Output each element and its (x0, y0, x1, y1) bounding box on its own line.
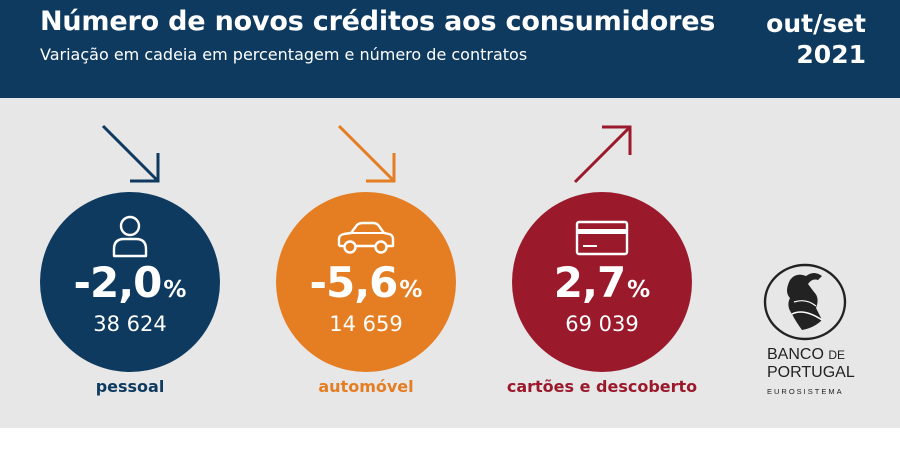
credit-card-icon (575, 220, 629, 256)
trend-down-arrow-icon (101, 124, 160, 183)
bank-name-eurosistema: EUROSISTEMA (767, 387, 844, 396)
percent-value: -2,0 (73, 258, 163, 307)
bank-name-banco: BANCO (767, 346, 824, 363)
bank-name: BANCO DE PORTUGAL EUROSISTEMA (767, 346, 855, 401)
percent-value: 2,7 (553, 258, 626, 307)
page-subtitle: Variação em cadeia em percentagem e núme… (40, 45, 528, 64)
page-title: Número de novos créditos aos consumidore… (40, 6, 716, 37)
category-label: pessoal (95, 377, 165, 396)
percent-value: -5,6 (309, 258, 399, 307)
bank-name-de: DE (828, 348, 846, 362)
indicator-automovel: -5,6% 14 659 (276, 192, 456, 372)
percent-unit: % (399, 277, 423, 303)
percent-change: 2,7% (512, 258, 692, 315)
person-icon (112, 215, 148, 258)
bank-name-portugal: PORTUGAL (767, 364, 855, 381)
contract-count: 69 039 (565, 312, 639, 336)
percent-unit: % (163, 277, 187, 303)
percent-change: -5,6% (276, 258, 456, 315)
banco-de-portugal-logo-icon (763, 263, 847, 341)
contract-count: 38 624 (93, 312, 167, 336)
period-label: out/set 2021 (766, 8, 866, 70)
category-label: automóvel (318, 377, 414, 396)
trend-up-arrow-icon (573, 125, 632, 184)
percent-change: -2,0% (40, 258, 220, 315)
contract-count: 14 659 (329, 312, 403, 336)
header-banner: Número de novos créditos aos consumidore… (0, 0, 900, 98)
percent-unit: % (627, 277, 651, 303)
indicator-pessoal: -2,0% 38 624 (40, 192, 220, 372)
trend-down-arrow-icon (337, 124, 396, 183)
indicator-cartoes: 2,7% 69 039 (512, 192, 692, 372)
car-icon (337, 221, 395, 254)
category-label: cartões e descoberto (506, 377, 698, 396)
period-year: 2021 (796, 40, 866, 69)
period-months: out/set (766, 9, 866, 38)
